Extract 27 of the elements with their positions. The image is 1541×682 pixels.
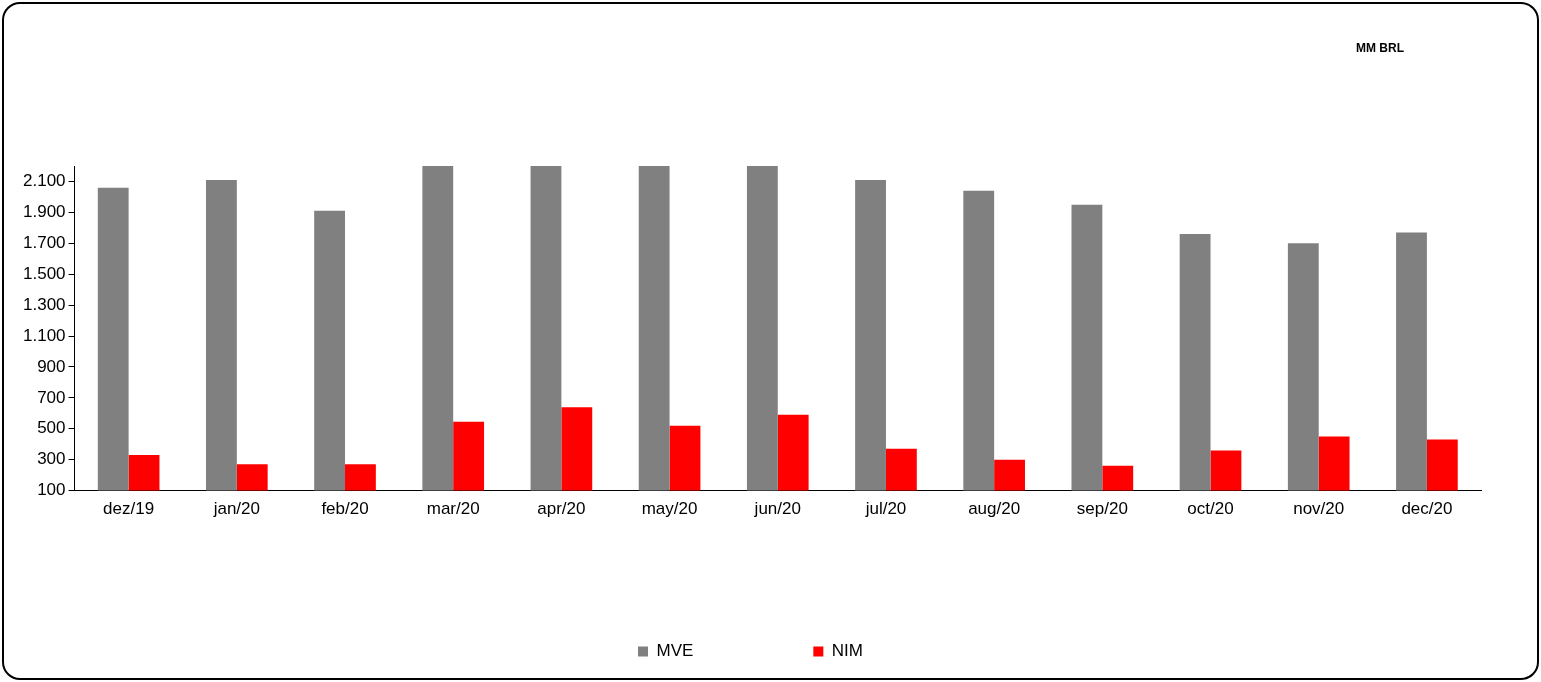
x-tick-label: jan/20: [212, 499, 260, 519]
text: MM BRL: [1356, 41, 1404, 56]
y-tick-label: 1.900: [22, 202, 66, 222]
x-tick-label: aug/20: [968, 499, 1021, 519]
y-tick-label: 300: [37, 449, 66, 469]
y-tick-label: 700: [37, 387, 66, 407]
y-tick-label: 1.300: [22, 294, 66, 314]
y-tick-label: 1.500: [22, 263, 66, 283]
x-tick-label: nov/20: [1293, 499, 1345, 519]
x-tick-label: mar/20: [426, 499, 480, 519]
y-tick-label: 100: [37, 480, 66, 500]
legend-label: MVE: [656, 641, 694, 661]
x-tick-label: may/20: [641, 499, 698, 519]
x-tick-label: jul/20: [864, 499, 907, 519]
x-tick-label: feb/20: [321, 499, 369, 519]
y-tick-label: 1.700: [22, 232, 66, 252]
x-tick-label: dez/19: [103, 499, 155, 519]
x-tick-label: sep/20: [1076, 499, 1128, 519]
legend-label: NIM: [831, 641, 864, 661]
x-tick-label: jun/20: [753, 499, 801, 519]
y-tick-label: 2.100: [22, 171, 66, 191]
x-tick-label: dec/20: [1401, 499, 1453, 519]
y-tick-label: 1.100: [22, 325, 66, 345]
x-tick-label: oct/20: [1187, 499, 1234, 519]
y-tick-label: 900: [37, 356, 66, 376]
x-tick-label: apr/20: [537, 499, 586, 519]
y-tick-label: 500: [37, 418, 66, 438]
